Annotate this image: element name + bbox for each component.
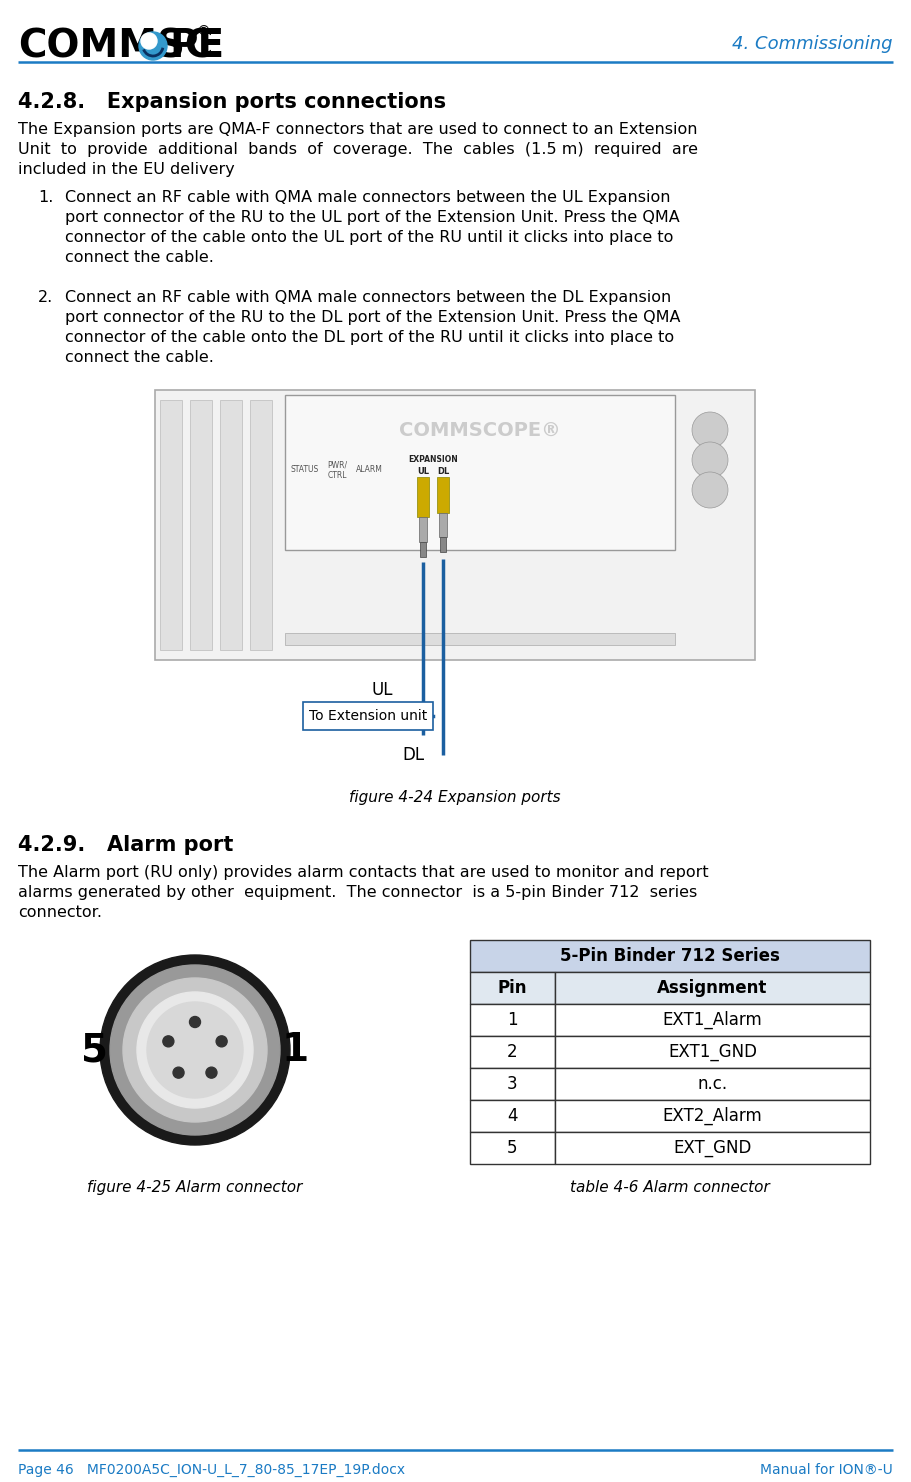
Bar <box>555 1132 870 1163</box>
Bar <box>470 1132 555 1163</box>
Bar <box>470 1003 555 1036</box>
Text: table 4-6 Alarm connector: table 4-6 Alarm connector <box>570 1180 770 1194</box>
Text: ALARM: ALARM <box>355 465 383 474</box>
Text: 4. Commissioning: 4. Commissioning <box>732 36 893 53</box>
Bar <box>250 400 272 651</box>
Text: connect the cable.: connect the cable. <box>65 350 214 365</box>
Text: 1.: 1. <box>38 190 54 205</box>
Text: ®: ® <box>196 25 210 39</box>
Text: 5: 5 <box>81 1031 108 1069</box>
Bar <box>555 1069 870 1100</box>
Circle shape <box>141 33 157 49</box>
Bar <box>437 477 449 513</box>
Text: COMMSCOPE®: COMMSCOPE® <box>399 421 561 440</box>
Bar <box>190 400 212 651</box>
Text: PE: PE <box>169 27 224 65</box>
Text: COMMSC: COMMSC <box>18 27 213 65</box>
Text: STATUS: STATUS <box>291 465 319 474</box>
Text: Page 46   MF0200A5C_ION-U_L_7_80-85_17EP_19P.docx: Page 46 MF0200A5C_ION-U_L_7_80-85_17EP_1… <box>18 1463 405 1478</box>
Circle shape <box>206 1067 217 1077</box>
Bar <box>417 477 429 517</box>
Text: 3: 3 <box>507 1074 517 1094</box>
Bar <box>155 390 755 659</box>
Text: Assignment: Assignment <box>658 980 768 997</box>
Text: The Expansion ports are QMA-F connectors that are used to connect to an Extensio: The Expansion ports are QMA-F connectors… <box>18 122 698 136</box>
Bar <box>555 1036 870 1069</box>
Text: figure 4-25 Alarm connector: figure 4-25 Alarm connector <box>87 1180 302 1194</box>
Text: The Alarm port (RU only) provides alarm contacts that are used to monitor and re: The Alarm port (RU only) provides alarm … <box>18 865 709 880</box>
Text: 2: 2 <box>507 1043 517 1061</box>
Text: n.c.: n.c. <box>698 1074 728 1094</box>
Bar <box>470 972 555 1003</box>
Text: PWR/
CTRL: PWR/ CTRL <box>327 461 347 480</box>
Circle shape <box>189 1017 200 1027</box>
Text: 4: 4 <box>507 1107 517 1125</box>
Text: 2.: 2. <box>38 290 53 305</box>
Bar <box>555 1100 870 1132</box>
Text: EXPANSION: EXPANSION <box>408 455 458 464</box>
Text: EXT1_GND: EXT1_GND <box>668 1043 757 1061</box>
Bar <box>420 542 426 557</box>
Text: DL: DL <box>402 745 424 765</box>
Text: 4.2.8.   Expansion ports connections: 4.2.8. Expansion ports connections <box>18 92 446 113</box>
Text: 5: 5 <box>507 1140 517 1157</box>
Text: Manual for ION®-U: Manual for ION®-U <box>761 1463 893 1478</box>
Text: To Extension unit: To Extension unit <box>309 708 427 723</box>
Text: connector of the cable onto the DL port of the RU until it clicks into place to: connector of the cable onto the DL port … <box>65 330 674 345</box>
Bar <box>470 940 870 972</box>
Text: included in the EU delivery: included in the EU delivery <box>18 162 235 176</box>
Text: Pin: Pin <box>497 980 527 997</box>
Bar <box>285 396 675 550</box>
Bar <box>220 400 242 651</box>
Circle shape <box>147 1002 243 1098</box>
Text: UL: UL <box>417 467 429 477</box>
Circle shape <box>137 991 253 1109</box>
Text: Connect an RF cable with QMA male connectors between the UL Expansion: Connect an RF cable with QMA male connec… <box>65 190 670 205</box>
Bar <box>160 400 182 651</box>
Text: port connector of the RU to the UL port of the Extension Unit. Press the QMA: port connector of the RU to the UL port … <box>65 210 680 225</box>
Bar <box>555 1003 870 1036</box>
Text: connect the cable.: connect the cable. <box>65 250 214 265</box>
Circle shape <box>110 965 280 1135</box>
Text: Unit  to  provide  additional  bands  of  coverage.  The  cables  (1.5 m)  requi: Unit to provide additional bands of cove… <box>18 142 698 157</box>
Bar <box>419 517 427 542</box>
Circle shape <box>139 33 167 59</box>
Circle shape <box>173 1067 184 1077</box>
Bar <box>470 1036 555 1069</box>
Bar <box>439 513 447 536</box>
Circle shape <box>163 1036 174 1046</box>
Text: EXT2_Alarm: EXT2_Alarm <box>662 1107 763 1125</box>
Text: connector.: connector. <box>18 906 102 920</box>
Text: EXT1_Alarm: EXT1_Alarm <box>662 1011 763 1029</box>
Circle shape <box>692 442 728 479</box>
Text: port connector of the RU to the DL port of the Extension Unit. Press the QMA: port connector of the RU to the DL port … <box>65 310 681 325</box>
Bar <box>285 633 675 645</box>
Text: UL: UL <box>372 682 393 700</box>
Bar <box>303 702 433 731</box>
Text: 5-Pin Binder 712 Series: 5-Pin Binder 712 Series <box>560 947 780 965</box>
Text: EXT_GND: EXT_GND <box>673 1140 752 1157</box>
Circle shape <box>692 412 728 448</box>
Circle shape <box>216 1036 227 1046</box>
Bar <box>555 972 870 1003</box>
Text: Connect an RF cable with QMA male connectors between the DL Expansion: Connect an RF cable with QMA male connec… <box>65 290 671 305</box>
Circle shape <box>692 471 728 508</box>
Text: connector of the cable onto the UL port of the RU until it clicks into place to: connector of the cable onto the UL port … <box>65 230 673 245</box>
Bar <box>470 1069 555 1100</box>
Circle shape <box>100 954 290 1146</box>
Text: DL: DL <box>437 467 449 477</box>
Text: 1: 1 <box>281 1031 309 1069</box>
Text: alarms generated by other  equipment.  The connector  is a 5-pin Binder 712  ser: alarms generated by other equipment. The… <box>18 885 697 900</box>
Text: 4.2.9.   Alarm port: 4.2.9. Alarm port <box>18 834 233 855</box>
Text: 1: 1 <box>507 1011 517 1029</box>
Bar <box>440 536 446 551</box>
Circle shape <box>123 978 267 1122</box>
Text: figure 4-24 Expansion ports: figure 4-24 Expansion ports <box>349 790 561 805</box>
Bar <box>470 1100 555 1132</box>
